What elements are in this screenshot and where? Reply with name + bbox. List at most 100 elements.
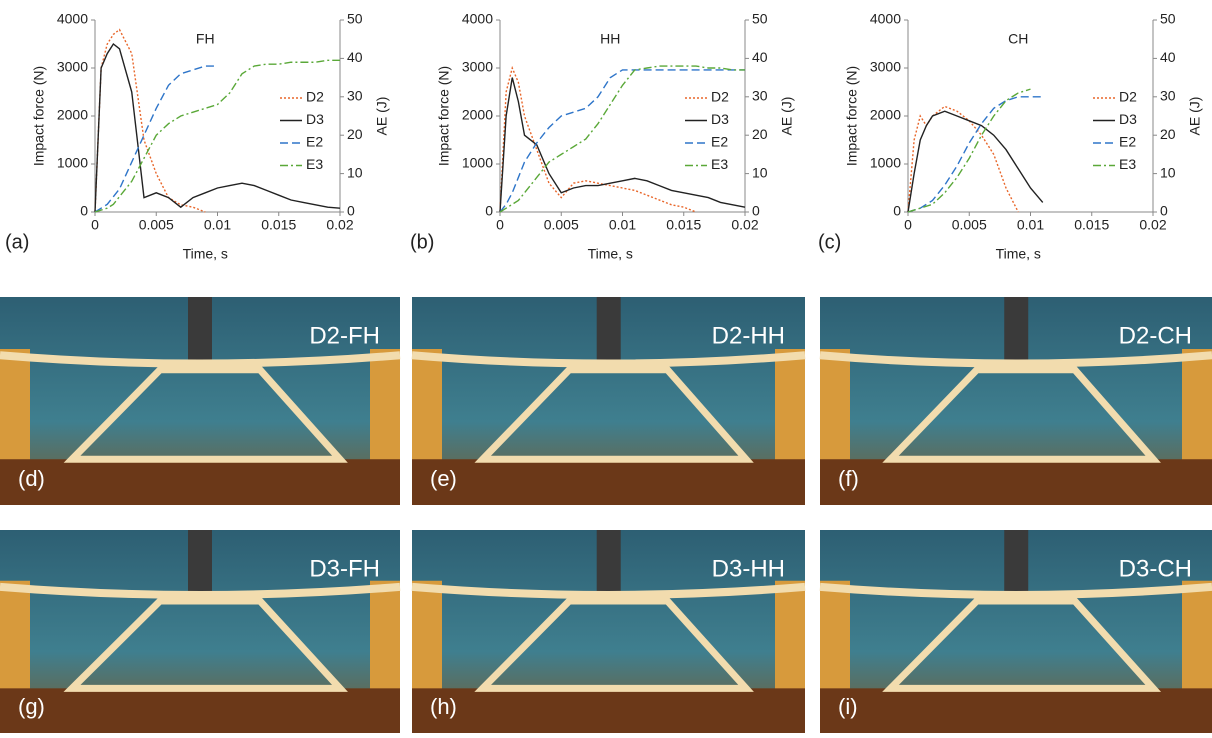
y-axis-label: Impact force (N)	[31, 66, 47, 166]
photo-panel: (g)	[18, 694, 45, 719]
base	[412, 688, 805, 733]
y-tick-label: 3000	[870, 59, 901, 75]
panel-label: (a)	[5, 231, 29, 253]
y2-tick-label: 40	[752, 49, 768, 65]
legend-label: E3	[1119, 156, 1136, 172]
impactor	[188, 297, 212, 366]
data-line	[907, 105, 1019, 213]
photo-panel: (f)	[838, 466, 859, 491]
x-tick-label: 0.005	[544, 217, 579, 233]
support	[1182, 580, 1212, 707]
photo: D2-CH (f)	[819, 297, 1212, 505]
x-tick-label: 0.015	[1074, 217, 1109, 233]
x-tick-label: 0.02	[1139, 217, 1166, 233]
x-tick-label: 0.015	[666, 217, 701, 233]
data-line	[499, 69, 745, 213]
specimen-strut	[63, 366, 348, 463]
specimen	[0, 351, 401, 368]
data-line	[499, 77, 746, 213]
y2-tick-label: 30	[752, 88, 768, 104]
impactor	[596, 297, 621, 366]
specimen	[819, 351, 1212, 368]
x-axis-label: Time, s	[183, 246, 228, 262]
y2-axis-label: AE (J)	[374, 97, 390, 136]
y2-tick-label: 30	[1160, 88, 1176, 104]
support	[820, 580, 850, 707]
photo: D3-HH (h)	[411, 530, 806, 733]
y-tick-label: 0	[893, 203, 901, 219]
legend-label: E2	[306, 134, 323, 150]
support	[412, 349, 442, 478]
specimen-strut	[882, 597, 1162, 692]
y-axis-label: Impact force (N)	[844, 66, 860, 166]
base	[0, 459, 400, 505]
legend-label: E2	[1119, 134, 1136, 150]
photo: D2-FH (d)	[0, 297, 401, 505]
y2-tick-label: 30	[347, 88, 363, 104]
y2-tick-label: 20	[1160, 126, 1176, 142]
support	[0, 580, 30, 707]
legend-label: D2	[711, 89, 729, 105]
y2-tick-label: 10	[752, 164, 768, 180]
x-tick-label: 0.01	[609, 217, 636, 233]
photo-label: D3-HH	[712, 555, 785, 582]
specimen	[819, 582, 1212, 599]
y2-axis-label: AE (J)	[779, 97, 795, 136]
y-tick-label: 3000	[57, 59, 88, 75]
y-tick-label: 4000	[462, 11, 493, 27]
photo-panel: (i)	[838, 694, 858, 719]
y2-tick-label: 0	[1160, 203, 1168, 219]
photo-label: D3-FH	[309, 555, 380, 582]
base	[0, 688, 400, 733]
x-tick-label: 0	[496, 217, 504, 233]
support	[412, 580, 442, 707]
specimen-strut	[474, 366, 754, 463]
y-tick-label: 0	[80, 203, 88, 219]
specimen	[0, 582, 401, 599]
data-line	[907, 96, 1043, 213]
y-tick-label: 1000	[870, 155, 901, 171]
data-line	[907, 88, 1031, 213]
chart-title: FH	[196, 31, 215, 47]
y-tick-label: 2000	[57, 107, 88, 123]
y2-tick-label: 10	[347, 164, 363, 180]
legend-label: D3	[711, 111, 729, 127]
support	[1182, 349, 1212, 478]
panel-label: (b)	[410, 231, 434, 253]
support	[0, 349, 30, 478]
legend-label: D2	[306, 89, 324, 105]
legend-label: E2	[711, 134, 728, 150]
support	[775, 580, 805, 707]
data-line	[499, 65, 745, 213]
data-line	[907, 110, 1044, 213]
data-line	[94, 65, 218, 213]
y2-tick-label: 40	[1160, 49, 1176, 65]
photo-label: D2-CH	[1119, 322, 1192, 349]
y2-tick-label: 0	[752, 203, 760, 219]
photo: D3-FH (g)	[0, 530, 401, 733]
photo: D3-CH (i)	[819, 530, 1212, 733]
photo-panel: (d)	[18, 466, 45, 491]
y2-tick-label: 10	[1160, 164, 1176, 180]
y-tick-label: 4000	[57, 11, 88, 27]
x-tick-label: 0	[904, 217, 912, 233]
y-tick-label: 0	[485, 203, 493, 219]
legend-label: D3	[306, 111, 324, 127]
legend-label: E3	[306, 156, 323, 172]
y-tick-label: 2000	[462, 107, 493, 123]
x-axis-label: Time, s	[588, 246, 633, 262]
x-tick-label: 0.005	[952, 217, 987, 233]
specimen	[411, 582, 806, 599]
impactor	[596, 530, 621, 597]
specimen-strut	[63, 597, 348, 692]
y2-tick-label: 50	[752, 11, 768, 27]
photo-label: D2-HH	[712, 322, 785, 349]
base	[820, 459, 1212, 505]
specimen-strut	[474, 597, 754, 692]
data-line	[94, 59, 340, 213]
y2-tick-label: 20	[752, 126, 768, 142]
x-tick-label: 0.015	[261, 217, 296, 233]
specimen	[411, 351, 806, 368]
specimen-strut	[882, 366, 1161, 463]
x-tick-label: 0.02	[731, 217, 758, 233]
